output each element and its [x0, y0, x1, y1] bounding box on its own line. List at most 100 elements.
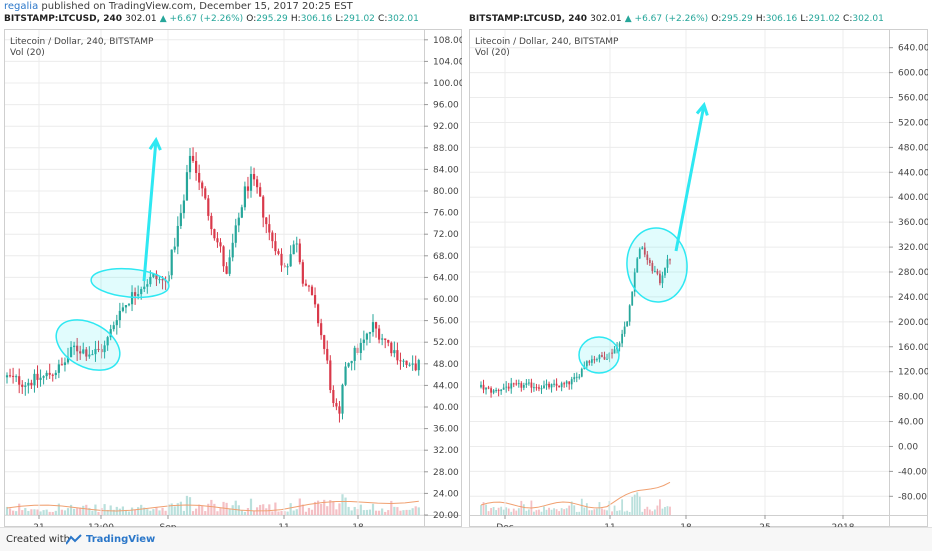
- candle-body: [85, 349, 88, 357]
- candle-body: [590, 359, 593, 363]
- candle-body: [112, 325, 115, 330]
- candle-body: [378, 328, 381, 340]
- candle-body: [97, 348, 100, 350]
- candle-body: [347, 363, 350, 367]
- right-symbol-line: BITSTAMP:LTCUSD, 240 302.01 ▲ +6.67 (+2.…: [469, 14, 884, 24]
- volume-bar: [320, 503, 323, 515]
- author-link[interactable]: regalia: [4, 1, 39, 12]
- volume-bar: [57, 503, 60, 515]
- candle-body: [371, 322, 375, 333]
- candle-body: [492, 390, 495, 393]
- y-tick-label: 56.00: [433, 317, 459, 327]
- candle-body: [393, 350, 396, 354]
- y-tick-label: 360.00: [898, 218, 928, 228]
- candle-body: [274, 241, 277, 252]
- volume-bar: [626, 510, 629, 515]
- left-chart[interactable]: 108.00 104.00 100.00 96.00 92.00 88.00 84.00 80…: [4, 29, 462, 527]
- volume-bar: [341, 494, 344, 515]
- candle-body: [124, 305, 128, 308]
- volume-bar: [485, 504, 487, 515]
- candle-body: [390, 342, 393, 354]
- candle-body: [158, 279, 161, 281]
- candle-body: [656, 270, 659, 274]
- candle-body: [313, 295, 317, 305]
- close-value: 302.01: [852, 14, 884, 24]
- y-tick-label: 68.00: [433, 252, 459, 262]
- candle-body: [628, 305, 631, 322]
- y-tick-label: 36.00: [433, 425, 459, 435]
- volume-bar: [631, 496, 634, 515]
- candle-body: [137, 294, 140, 296]
- volume-bar: [669, 506, 671, 515]
- candle-body: [332, 390, 335, 404]
- volume-bar: [146, 509, 149, 515]
- volume-bar: [240, 510, 243, 515]
- volume-bar: [543, 506, 545, 515]
- candle-body: [277, 251, 280, 254]
- volume-bar: [100, 507, 103, 515]
- volume-bar: [408, 509, 411, 515]
- volume-bar: [304, 511, 307, 515]
- candle-body: [140, 289, 143, 295]
- candle-body: [310, 286, 314, 296]
- candle-body: [259, 187, 262, 197]
- volume-label: Vol (20): [475, 48, 510, 58]
- x-tick-label: 18: [680, 523, 692, 527]
- volume-bar: [274, 502, 277, 515]
- volume-bar: [399, 510, 402, 515]
- y-tick-label: 120.00: [898, 368, 928, 378]
- volume-bar: [262, 504, 265, 515]
- y-tick-label: 44.00: [433, 381, 459, 391]
- volume-bar: [350, 510, 353, 515]
- volume-bar: [664, 506, 666, 515]
- x-tick-label: 21: [33, 523, 44, 527]
- price-change: ▲ +6.67 (+2.26%): [624, 14, 709, 24]
- candle-body: [216, 238, 219, 243]
- candle-body: [79, 351, 82, 354]
- candle-body: [173, 246, 176, 250]
- y-tick-label: 48.00: [433, 360, 459, 370]
- volume-bar: [85, 504, 88, 515]
- volume-bar: [103, 504, 106, 515]
- candle-body: [603, 356, 606, 360]
- volume-bar: [118, 508, 121, 515]
- candle-body: [593, 359, 596, 361]
- price-change: ▲ +6.67 (+2.26%): [159, 14, 244, 24]
- annotation-arrow-shaft: [674, 104, 706, 252]
- x-tick-label: 18: [352, 523, 364, 527]
- candle-body: [207, 198, 210, 216]
- candle-body: [659, 273, 661, 284]
- volume-bar: [289, 503, 292, 515]
- candle-body: [323, 335, 326, 349]
- volume-bar: [335, 509, 338, 515]
- candle-body: [320, 323, 323, 336]
- volume-bar: [497, 507, 500, 515]
- candle-body: [350, 360, 353, 364]
- candle-body: [48, 372, 51, 375]
- volume-bar: [344, 497, 347, 515]
- volume-bar: [520, 500, 523, 515]
- volume-bar: [216, 511, 219, 515]
- volume-bar: [307, 507, 311, 515]
- volume-bar: [73, 508, 76, 515]
- volume-bar: [606, 510, 608, 515]
- footer: Created with TradingView: [0, 527, 932, 551]
- right-chart[interactable]: 640.00 600.00 560.00 520.00 480.00 440.00 400.…: [469, 29, 928, 527]
- tradingview-link[interactable]: TradingView: [86, 534, 156, 545]
- volume-bar: [535, 510, 538, 515]
- candle-body: [381, 338, 384, 340]
- volume-bar: [5, 506, 9, 515]
- candle-body: [505, 386, 508, 388]
- candle-body: [414, 363, 417, 371]
- candle-body: [185, 172, 189, 201]
- candle-body: [243, 186, 246, 208]
- volume-bar: [18, 503, 21, 515]
- y-tick-label: 400.00: [898, 193, 928, 203]
- annotation-ellipse: [90, 267, 170, 299]
- x-tick-label: 11: [604, 523, 615, 527]
- candle-body: [219, 242, 222, 247]
- volume-bar: [106, 509, 109, 515]
- x-tick-label: 12:00: [88, 523, 114, 527]
- volume-bar: [265, 508, 268, 515]
- high-label: H:: [755, 14, 766, 24]
